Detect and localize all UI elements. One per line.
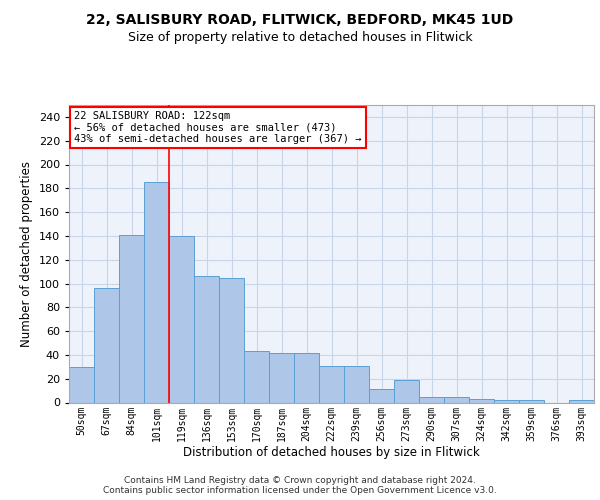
Bar: [269, 352, 294, 403]
Bar: [169, 236, 194, 402]
Bar: [119, 234, 144, 402]
Text: 22 SALISBURY ROAD: 122sqm
← 56% of detached houses are smaller (473)
43% of semi: 22 SALISBURY ROAD: 122sqm ← 56% of detac…: [74, 111, 362, 144]
Y-axis label: Number of detached properties: Number of detached properties: [20, 161, 33, 347]
Bar: [244, 352, 269, 403]
X-axis label: Distribution of detached houses by size in Flitwick: Distribution of detached houses by size …: [183, 446, 480, 459]
Bar: [94, 288, 119, 403]
Bar: [344, 366, 369, 403]
Text: Contains public sector information licensed under the Open Government Licence v3: Contains public sector information licen…: [103, 486, 497, 495]
Bar: [194, 276, 219, 402]
Bar: [419, 396, 444, 402]
Bar: [319, 366, 344, 403]
Text: Size of property relative to detached houses in Flitwick: Size of property relative to detached ho…: [128, 31, 472, 44]
Bar: [219, 278, 244, 402]
Bar: [394, 380, 419, 402]
Bar: [369, 390, 394, 402]
Text: Contains HM Land Registry data © Crown copyright and database right 2024.: Contains HM Land Registry data © Crown c…: [124, 476, 476, 485]
Bar: [469, 399, 494, 402]
Bar: [494, 400, 519, 402]
Bar: [69, 367, 94, 402]
Bar: [294, 352, 319, 403]
Bar: [519, 400, 544, 402]
Bar: [569, 400, 594, 402]
Bar: [144, 182, 169, 402]
Text: 22, SALISBURY ROAD, FLITWICK, BEDFORD, MK45 1UD: 22, SALISBURY ROAD, FLITWICK, BEDFORD, M…: [86, 12, 514, 26]
Bar: [444, 396, 469, 402]
